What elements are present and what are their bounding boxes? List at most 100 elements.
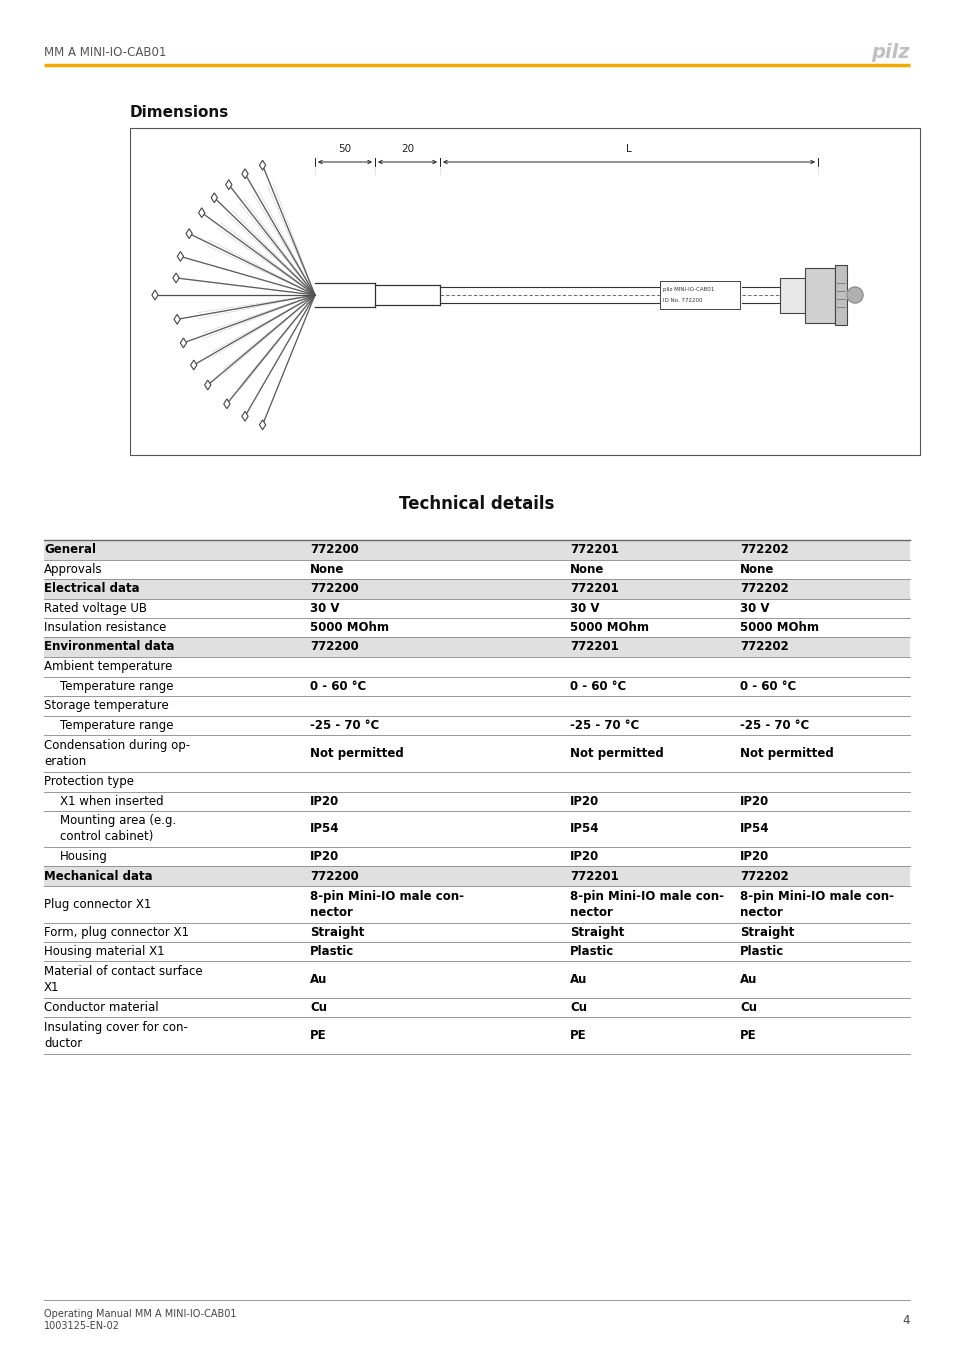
Text: pilz: pilz [870, 42, 909, 62]
Polygon shape [204, 381, 211, 390]
Text: IP20: IP20 [740, 850, 768, 863]
Text: 0 - 60 °C: 0 - 60 °C [310, 680, 366, 693]
Text: Not permitted: Not permitted [740, 747, 833, 760]
Text: ductor: ductor [44, 1037, 82, 1050]
Text: 772200: 772200 [310, 869, 358, 883]
Text: 50: 50 [338, 144, 352, 154]
Text: 772201: 772201 [569, 582, 618, 595]
Text: Form, plug connector X1: Form, plug connector X1 [44, 926, 189, 940]
Text: -25 - 70 °C: -25 - 70 °C [740, 720, 808, 732]
Text: PE: PE [740, 1029, 756, 1042]
Text: 772200: 772200 [310, 544, 358, 556]
Text: Temperature range: Temperature range [60, 680, 173, 693]
Text: None: None [310, 563, 344, 576]
Bar [44, 579, 909, 599]
Text: None: None [569, 563, 604, 576]
Text: Dimensions: Dimensions [130, 105, 229, 120]
Text: Au: Au [569, 973, 587, 985]
Text: Cu: Cu [740, 1000, 757, 1014]
Text: 5000 MOhm: 5000 MOhm [569, 621, 648, 634]
Polygon shape [211, 193, 217, 202]
Polygon shape [186, 228, 193, 239]
Text: nector: nector [569, 906, 612, 919]
Text: Au: Au [310, 973, 327, 985]
Text: 20: 20 [400, 144, 414, 154]
Polygon shape [152, 290, 158, 300]
Text: 772202: 772202 [740, 582, 788, 595]
Polygon shape [172, 273, 179, 284]
Text: Protection type: Protection type [44, 775, 133, 788]
Text: Technical details: Technical details [399, 495, 554, 513]
Text: nector: nector [740, 906, 782, 919]
Text: PE: PE [569, 1029, 586, 1042]
Text: 772200: 772200 [310, 582, 358, 595]
Text: 772201: 772201 [569, 544, 618, 556]
Text: 772202: 772202 [740, 640, 788, 653]
Text: General: General [44, 544, 96, 556]
Text: Cu: Cu [569, 1000, 586, 1014]
Text: Conductor material: Conductor material [44, 1000, 158, 1014]
Text: Environmental data: Environmental data [44, 640, 174, 653]
Text: IP54: IP54 [740, 822, 769, 836]
Text: 4: 4 [902, 1314, 909, 1327]
Text: nector: nector [310, 906, 353, 919]
Text: L: L [625, 144, 631, 154]
Polygon shape [259, 161, 266, 170]
Text: Plastic: Plastic [740, 945, 783, 958]
Text: Housing: Housing [60, 850, 108, 863]
Text: 8-pin Mini-IO male con-: 8-pin Mini-IO male con- [740, 890, 893, 903]
Text: IP54: IP54 [569, 822, 598, 836]
Polygon shape [180, 338, 187, 348]
Text: IP20: IP20 [740, 795, 768, 809]
Text: Straight: Straight [569, 926, 623, 940]
Bar [130, 128, 919, 455]
Text: 772201: 772201 [569, 640, 618, 653]
Polygon shape [198, 208, 205, 217]
Text: 30 V: 30 V [310, 602, 339, 616]
Circle shape [846, 288, 862, 302]
Text: Storage temperature: Storage temperature [44, 699, 169, 713]
Bar [780, 278, 804, 312]
Text: Rated voltage UB: Rated voltage UB [44, 602, 147, 616]
Polygon shape [191, 360, 196, 370]
Polygon shape [242, 169, 248, 178]
Text: Electrical data: Electrical data [44, 582, 139, 595]
Text: 1003125-EN-02: 1003125-EN-02 [44, 1322, 120, 1331]
Text: 30 V: 30 V [740, 602, 769, 616]
Text: pilz MINI-IO-CAB01: pilz MINI-IO-CAB01 [662, 288, 714, 293]
Polygon shape [177, 251, 183, 262]
Text: control cabinet): control cabinet) [60, 830, 153, 844]
Text: 30 V: 30 V [569, 602, 598, 616]
Text: Straight: Straight [740, 926, 794, 940]
Polygon shape [173, 315, 180, 324]
Bar [659, 281, 740, 309]
Text: None: None [740, 563, 774, 576]
Text: 772200: 772200 [310, 640, 358, 653]
Text: Housing material X1: Housing material X1 [44, 945, 165, 958]
Text: 772202: 772202 [740, 544, 788, 556]
Text: Not permitted: Not permitted [310, 747, 403, 760]
Text: 772202: 772202 [740, 869, 788, 883]
Text: IP20: IP20 [569, 795, 598, 809]
Bar [44, 637, 909, 657]
Text: Insulating cover for con-: Insulating cover for con- [44, 1021, 188, 1034]
Text: 8-pin Mini-IO male con-: 8-pin Mini-IO male con- [310, 890, 463, 903]
Text: IP54: IP54 [310, 822, 339, 836]
Text: Condensation during op-: Condensation during op- [44, 738, 190, 752]
Text: 772201: 772201 [569, 869, 618, 883]
Text: Straight: Straight [310, 926, 364, 940]
Text: IP20: IP20 [310, 850, 339, 863]
Text: -25 - 70 °C: -25 - 70 °C [310, 720, 379, 732]
Polygon shape [259, 420, 266, 429]
Text: Approvals: Approvals [44, 563, 103, 576]
Text: 0 - 60 °C: 0 - 60 °C [740, 680, 796, 693]
Text: eration: eration [44, 755, 86, 768]
Text: Ambient temperature: Ambient temperature [44, 660, 172, 674]
Text: 5000 MOhm: 5000 MOhm [310, 621, 389, 634]
Bar [804, 267, 834, 323]
Text: Plug connector X1: Plug connector X1 [44, 898, 152, 911]
Text: Mounting area (e.g.: Mounting area (e.g. [60, 814, 176, 828]
Bar [834, 265, 846, 325]
Text: Operating Manual MM A MINI-IO-CAB01: Operating Manual MM A MINI-IO-CAB01 [44, 1310, 236, 1319]
Bar [44, 865, 909, 886]
